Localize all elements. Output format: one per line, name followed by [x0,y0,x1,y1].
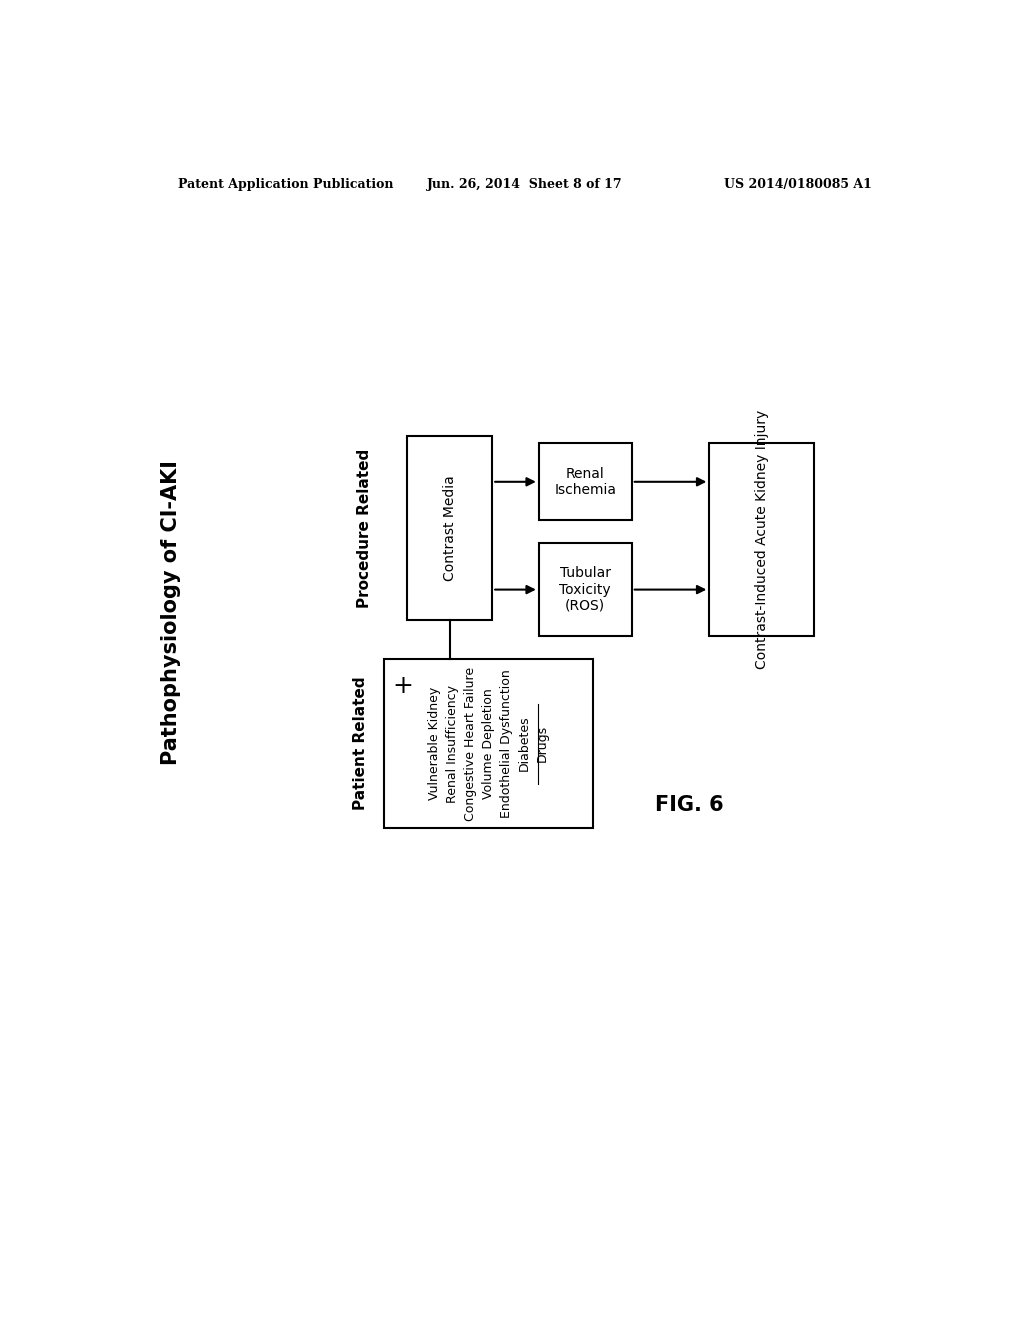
Bar [710,444,814,636]
Text: Pathophysiology of CI-AKI: Pathophysiology of CI-AKI [161,461,180,766]
Text: Patent Application Publication: Patent Application Publication [178,178,394,190]
Text: Tubular
Toxicity
(ROS): Tubular Toxicity (ROS) [559,566,611,612]
Text: US 2014/0180085 A1: US 2014/0180085 A1 [724,178,872,190]
Bar [539,544,632,636]
Bar [407,436,493,620]
Text: +: + [392,673,414,698]
Text: Jun. 26, 2014  Sheet 8 of 17: Jun. 26, 2014 Sheet 8 of 17 [427,178,623,190]
Text: Contrast-Induced Acute Kidney Injury: Contrast-Induced Acute Kidney Injury [755,411,769,669]
Text: Renal
Ischemia: Renal Ischemia [554,467,616,496]
Text: Vulnerable Kidney
Renal Insufficiency
Congestive Heart Failure
Volume Depletion
: Vulnerable Kidney Renal Insufficiency Co… [428,667,549,821]
Bar [539,444,632,520]
Text: FIG. 6: FIG. 6 [655,795,724,816]
Bar [384,659,593,829]
Text: Procedure Related: Procedure Related [357,449,372,607]
Text: Contrast Media: Contrast Media [442,475,457,581]
Text: Patient Related: Patient Related [353,677,368,810]
